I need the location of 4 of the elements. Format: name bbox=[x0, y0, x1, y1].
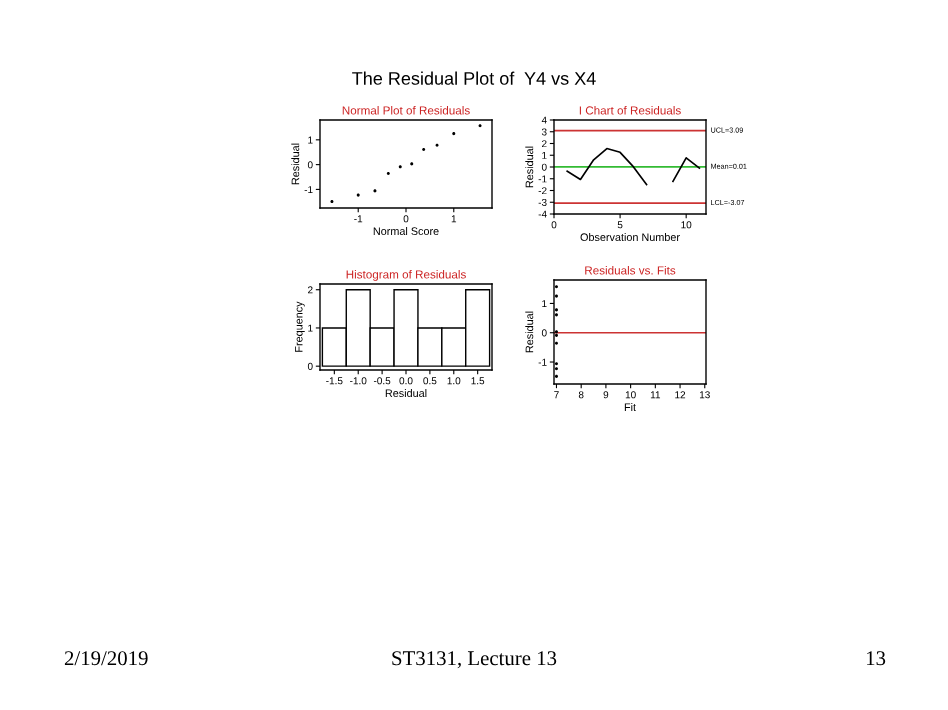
text: 2/19/2019 bbox=[64, 651, 148, 666]
text: 13 bbox=[867, 651, 886, 666]
text: ST3131, Lecture 13 bbox=[392, 651, 557, 669]
text: The Residual Plot of Y4 vs X4 bbox=[352, 71, 596, 85]
